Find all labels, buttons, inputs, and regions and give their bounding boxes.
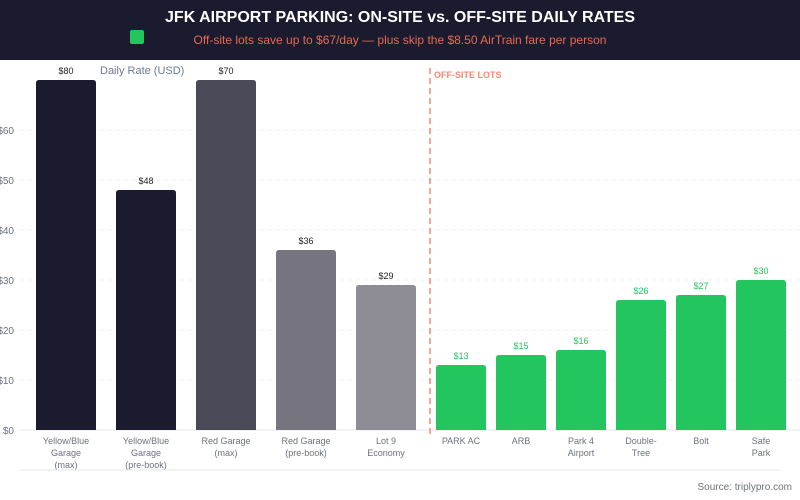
x-tick-label: PARK AC [442, 436, 481, 446]
bar-value-label: $13 [453, 351, 468, 361]
bar [616, 300, 666, 430]
bar [276, 250, 336, 430]
bar [676, 295, 726, 430]
bar [36, 80, 96, 430]
bar [436, 365, 486, 430]
x-tick-label: Safe [752, 436, 771, 446]
header: JFK AIRPORT PARKING: ON-SITE vs. OFF-SIT… [0, 0, 800, 60]
y-axis-label: Daily Rate (USD) [100, 65, 184, 77]
bar [196, 80, 256, 430]
y-tick-label: $60 [0, 126, 14, 137]
bar-value-label: $36 [298, 236, 313, 246]
source-label: Source: triplypro.com [698, 482, 792, 493]
bar-value-label: $16 [573, 336, 588, 346]
x-tick-label: Yellow/Blue [123, 436, 169, 446]
x-tick-label: ARB [512, 436, 531, 446]
bar [556, 350, 606, 430]
x-tick-label: Red Garage [281, 436, 330, 446]
bar [496, 355, 546, 430]
x-tick-label: Airport [568, 448, 595, 458]
bar-value-label: $15 [513, 341, 528, 351]
x-tick-label: Tree [632, 448, 650, 458]
x-tick-label: Garage [51, 448, 81, 458]
y-tick-label: $30 [0, 276, 14, 287]
x-tick-label: Park 4 [568, 436, 594, 446]
off-site-annotation: OFF-SITE LOTS [434, 70, 502, 80]
x-tick-label: Double- [625, 436, 657, 446]
x-tick-label: (pre-book) [285, 448, 327, 458]
bar [356, 285, 416, 430]
y-tick-label: $10 [0, 376, 14, 387]
chart-title: JFK AIRPORT PARKING: ON-SITE vs. OFF-SIT… [165, 9, 635, 26]
bar [116, 190, 176, 430]
x-tick-label: (max) [55, 460, 78, 470]
x-tick-label: Yellow/Blue [43, 436, 89, 446]
x-tick-label: (pre-book) [125, 460, 167, 470]
bar-value-label: $70 [218, 66, 233, 76]
x-tick-label: Red Garage [201, 436, 250, 446]
bar-value-label: $26 [633, 286, 648, 296]
bar-value-label: $29 [378, 271, 393, 281]
bar-value-label: $27 [693, 281, 708, 291]
x-tick-label: Garage [131, 448, 161, 458]
bar-value-label: $80 [58, 66, 73, 76]
bar [736, 280, 786, 430]
x-tick-label: Bolt [693, 436, 709, 446]
x-tick-label: (max) [215, 448, 238, 458]
legend-swatch-off-site [130, 30, 144, 44]
x-tick-label: Park [752, 448, 771, 458]
x-tick-label: Lot 9 [376, 436, 396, 446]
y-tick-label: $0 [3, 426, 15, 437]
y-tick-label: $50 [0, 176, 14, 187]
y-tick-label: $20 [0, 326, 14, 337]
chart-subtitle: Off-site lots save up to $67/day — plus … [193, 33, 607, 47]
x-tick-label: Economy [367, 448, 405, 458]
bar-value-label: $48 [138, 176, 153, 186]
y-tick-label: $40 [0, 226, 14, 237]
bar-value-label: $30 [753, 266, 768, 276]
